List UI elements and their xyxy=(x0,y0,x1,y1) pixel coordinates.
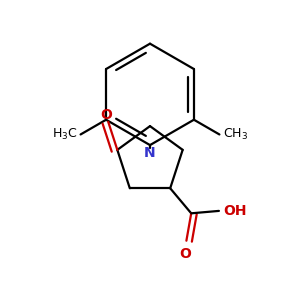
Text: $\mathsf{H_3C}$: $\mathsf{H_3C}$ xyxy=(52,127,77,142)
Text: O: O xyxy=(100,108,112,122)
Text: OH: OH xyxy=(223,204,246,218)
Text: O: O xyxy=(179,247,191,261)
Text: N: N xyxy=(144,146,156,160)
Text: $\mathsf{CH_3}$: $\mathsf{CH_3}$ xyxy=(223,127,248,142)
